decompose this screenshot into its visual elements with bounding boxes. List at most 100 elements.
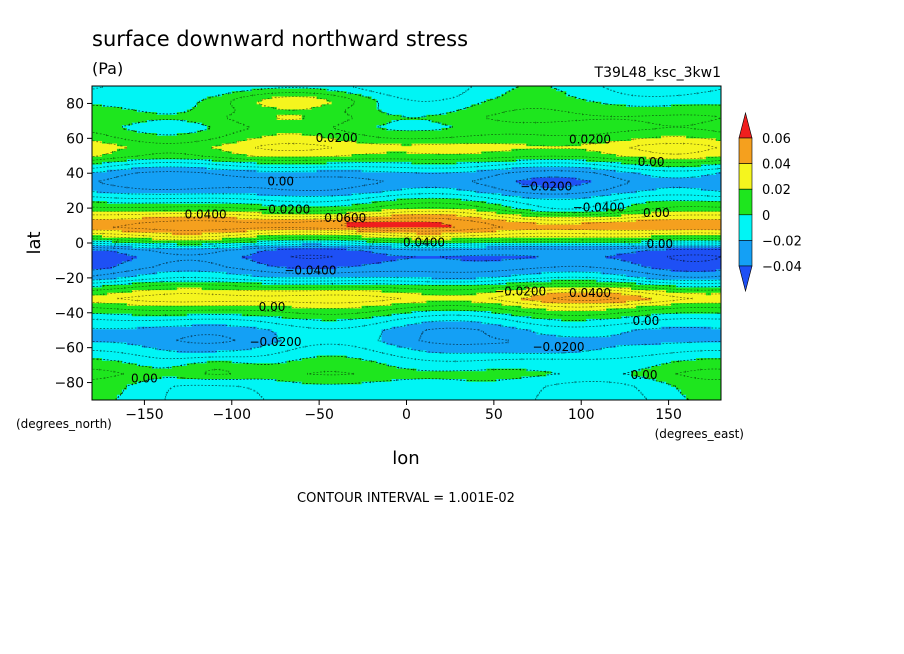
field-cell bbox=[651, 174, 702, 179]
field-cell bbox=[396, 345, 617, 349]
field-cell bbox=[201, 99, 263, 103]
field-cell bbox=[92, 174, 652, 179]
field-cell bbox=[371, 250, 637, 255]
field-cell bbox=[381, 208, 477, 213]
field-cell bbox=[631, 261, 721, 265]
field-cell bbox=[92, 235, 103, 239]
field-cell bbox=[641, 263, 721, 268]
field-cell bbox=[671, 104, 721, 108]
field-cell bbox=[92, 368, 418, 372]
x-axis-label: lon bbox=[392, 448, 419, 469]
field-cell bbox=[256, 250, 373, 255]
field-cell bbox=[376, 106, 468, 111]
field-cell bbox=[336, 266, 652, 270]
field-cell bbox=[206, 96, 273, 100]
field-cell bbox=[661, 342, 721, 346]
field-cell bbox=[92, 358, 103, 362]
y-axis: 80 60 40 20 0 −20 −40 −60 −80 bbox=[54, 96, 92, 392]
field-cell bbox=[156, 271, 228, 275]
field-cell bbox=[671, 360, 721, 364]
field-cell bbox=[92, 140, 103, 145]
field-cell bbox=[521, 182, 582, 187]
field-cell bbox=[201, 122, 388, 126]
field-cell bbox=[641, 295, 721, 299]
field-cell bbox=[92, 394, 118, 398]
field-cell bbox=[556, 334, 612, 338]
field-cell bbox=[92, 389, 123, 393]
field-cell bbox=[361, 381, 667, 385]
field-cell bbox=[136, 109, 188, 113]
contour-line bbox=[92, 169, 721, 345]
field-cell bbox=[92, 206, 512, 210]
field-cell bbox=[391, 120, 433, 124]
field-cell bbox=[176, 243, 203, 247]
field-cell bbox=[386, 151, 408, 155]
field-cell bbox=[376, 101, 482, 105]
field-cell bbox=[396, 365, 652, 370]
field-cell bbox=[92, 198, 398, 202]
field-cell bbox=[376, 104, 472, 108]
field-cell bbox=[92, 133, 158, 137]
field-cell bbox=[92, 224, 348, 228]
field-cell bbox=[476, 169, 617, 173]
field-cell bbox=[456, 109, 721, 113]
field-cell bbox=[92, 271, 158, 275]
field-cell bbox=[346, 91, 507, 95]
field-cell bbox=[396, 258, 463, 262]
field-cell bbox=[131, 122, 203, 126]
field-cell bbox=[276, 248, 348, 252]
field-cell bbox=[346, 355, 721, 359]
field-cell bbox=[92, 180, 517, 184]
field-cell bbox=[581, 350, 721, 354]
field-cell bbox=[551, 86, 721, 90]
field-cell bbox=[221, 93, 363, 98]
field-cell bbox=[561, 318, 587, 323]
field-cell bbox=[391, 379, 467, 383]
field-cell bbox=[521, 376, 647, 380]
field-cell bbox=[92, 363, 138, 367]
field-cell bbox=[256, 261, 383, 265]
field-cell bbox=[621, 292, 707, 296]
x-tick-label: 0 bbox=[402, 407, 411, 423]
field-cell bbox=[116, 397, 687, 400]
field-cell bbox=[631, 203, 721, 207]
field-cell bbox=[591, 167, 721, 171]
field-cell bbox=[426, 114, 721, 118]
field-cell bbox=[92, 376, 163, 380]
field-cell bbox=[371, 316, 532, 320]
field-cell bbox=[286, 266, 338, 270]
field-cell bbox=[581, 182, 721, 187]
contour-line bbox=[92, 92, 721, 380]
field-cell bbox=[106, 169, 258, 173]
field-cell bbox=[646, 277, 721, 281]
y-tick-label: 40 bbox=[66, 166, 84, 182]
y-tick-label: 20 bbox=[66, 201, 84, 217]
field-cell bbox=[101, 161, 258, 166]
field-cell bbox=[441, 232, 721, 236]
field-cell bbox=[241, 313, 393, 317]
field-cell bbox=[92, 237, 153, 241]
field-cell bbox=[521, 214, 622, 218]
x-tick-label: −150 bbox=[125, 407, 163, 423]
field-cell bbox=[631, 371, 721, 375]
contour-label: 0.0400 bbox=[185, 208, 227, 222]
field-cell bbox=[386, 112, 448, 116]
field-cell bbox=[621, 214, 721, 218]
field-cell bbox=[136, 326, 258, 330]
field-cell bbox=[376, 360, 672, 364]
field-cell bbox=[481, 216, 721, 221]
field-cell bbox=[136, 274, 253, 278]
field-cell bbox=[441, 122, 721, 126]
contour-line bbox=[92, 142, 721, 308]
field-cell bbox=[186, 313, 243, 317]
field-cell bbox=[351, 154, 617, 158]
field-cell bbox=[361, 263, 642, 268]
field-cell bbox=[251, 258, 398, 262]
field-cell bbox=[92, 248, 278, 252]
field-cell bbox=[456, 214, 522, 218]
field-cell bbox=[216, 350, 428, 354]
field-cell bbox=[92, 308, 547, 312]
field-cell bbox=[361, 358, 697, 362]
field-cell bbox=[636, 190, 721, 194]
field-cell bbox=[116, 277, 433, 281]
